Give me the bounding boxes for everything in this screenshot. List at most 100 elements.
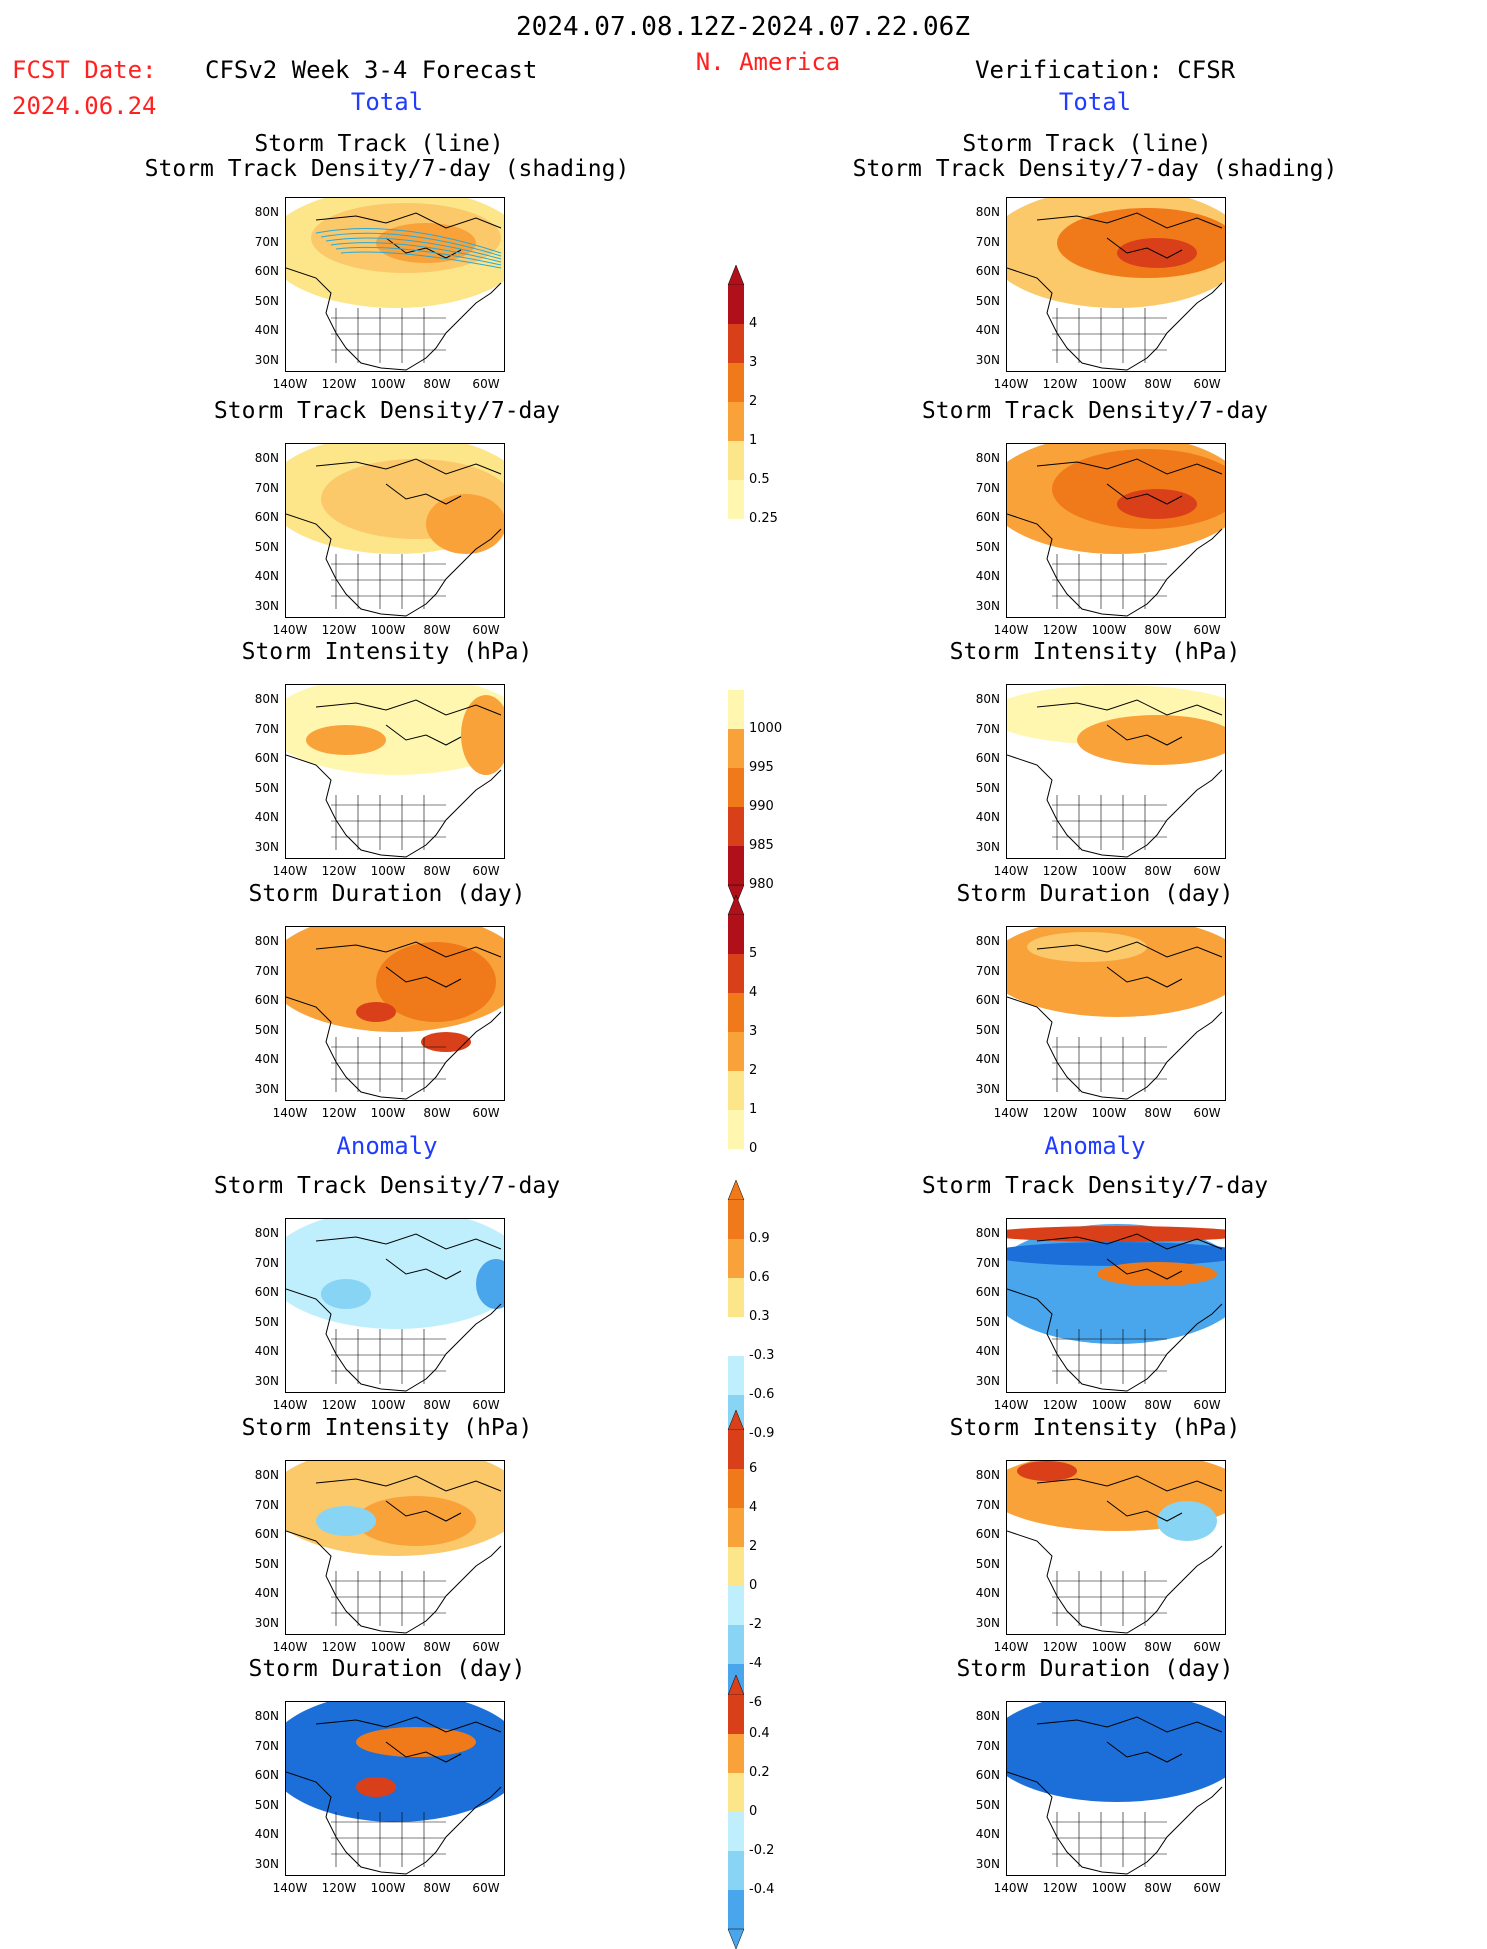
colorbar-segment	[728, 1317, 744, 1356]
lat-label: 70N	[975, 721, 1000, 736]
verification-title: Verification: CFSR	[975, 56, 1236, 84]
lon-label: 140W	[272, 1398, 308, 1412]
lon-label: 140W	[272, 377, 308, 391]
lat-label: 70N	[975, 480, 1000, 495]
lat-label: 40N	[254, 569, 279, 583]
colorbar-segment	[728, 729, 744, 768]
lat-label: 70N	[975, 234, 1000, 249]
lat-label: 30N	[975, 1373, 1000, 1388]
map-panel-r3	[1006, 926, 1226, 1101]
storm-track-line	[330, 242, 502, 263]
map-panel-l0	[285, 197, 505, 372]
lat-label: 50N	[975, 1797, 1000, 1812]
lon-label: 60W	[472, 1398, 500, 1412]
right-total-label: Total	[1058, 88, 1132, 116]
colorbar-label: 0.25	[749, 511, 778, 526]
colorbar-segment	[728, 1851, 744, 1890]
lat-label: 60N	[975, 1768, 1000, 1782]
lon-label: 120W	[321, 377, 357, 391]
map-panel-r4	[1006, 1218, 1226, 1393]
lat-label: 60N	[975, 751, 1000, 765]
lat-label: 80N	[975, 1468, 1000, 1482]
lon-label: 80W	[423, 864, 451, 878]
coastline	[286, 941, 502, 1100]
period-title: 2024.07.08.12Z-2024.07.22.06Z	[516, 12, 970, 42]
colorbar-segment	[728, 690, 744, 729]
colorbar-label: 4	[749, 985, 758, 1000]
lat-label: 50N	[254, 1556, 279, 1571]
lat-label: 30N	[254, 1373, 279, 1388]
colorbar-segment	[728, 1773, 744, 1812]
coastline	[1007, 699, 1223, 858]
shading-blob	[1007, 1242, 1225, 1266]
lat-label: 60N	[975, 993, 1000, 1007]
lat-label: 60N	[254, 1527, 279, 1541]
map-svg	[1007, 1224, 1225, 1392]
lat-label: 80N	[975, 692, 1000, 706]
title-l3: Storm Intensity (hPa)	[241, 639, 533, 665]
lon-label: 140W	[993, 1106, 1029, 1120]
map-panel-l3	[285, 926, 505, 1101]
colorbar-label: 4	[749, 316, 758, 331]
lon-label: 80W	[423, 1398, 451, 1412]
coastline	[1007, 458, 1223, 617]
storm-track-line	[335, 246, 502, 266]
colorbar-segment	[728, 441, 744, 480]
coastline	[1007, 1716, 1223, 1875]
colorbar-label: 1	[749, 1102, 758, 1117]
colorbar-label: 0	[749, 1804, 758, 1819]
title-r4: Storm Duration (day)	[956, 881, 1234, 907]
title-r3: Storm Intensity (hPa)	[949, 639, 1241, 665]
lon-label: 140W	[272, 864, 308, 878]
lat-label: 30N	[975, 598, 1000, 613]
shading-blob	[1007, 1702, 1225, 1802]
colorbar-label: 0	[749, 1141, 758, 1156]
coastline	[1007, 1475, 1223, 1634]
lon-label: 120W	[321, 623, 357, 637]
lat-label: 30N	[975, 839, 1000, 854]
lat-label: 60N	[254, 264, 279, 278]
lon-label: 60W	[472, 864, 500, 878]
lon-label: 100W	[370, 1640, 406, 1654]
lat-label: 60N	[254, 993, 279, 1007]
map-svg	[1007, 685, 1225, 858]
map-panel-l6	[285, 1701, 505, 1876]
lon-label: 60W	[472, 623, 500, 637]
lat-label: 70N	[254, 1738, 279, 1753]
map-svg	[1007, 927, 1225, 1100]
lat-label: 80N	[254, 692, 279, 706]
right-anomaly-label: Anomaly	[1044, 1132, 1146, 1160]
lon-label: 100W	[1091, 864, 1127, 878]
lon-label: 60W	[1193, 1881, 1221, 1895]
lon-label: 80W	[1144, 377, 1172, 391]
lat-label: 60N	[975, 510, 1000, 524]
map-svg	[286, 1702, 504, 1875]
lon-label: 100W	[1091, 1106, 1127, 1120]
lon-label: 60W	[1193, 623, 1221, 637]
colorbar-segment	[728, 1278, 744, 1317]
colorbar-label: 985	[749, 838, 774, 853]
map-svg	[286, 444, 504, 617]
colorbar-label: -2	[749, 1617, 762, 1632]
colorbar-segment	[728, 1547, 744, 1586]
colorbar-label: 1000	[749, 721, 783, 736]
colorbar-segment	[728, 1812, 744, 1851]
lat-label: 70N	[254, 721, 279, 736]
title-l4: Storm Duration (day)	[248, 881, 526, 907]
colorbar-label: 0.9	[749, 1231, 770, 1246]
lat-label: 50N	[254, 1314, 279, 1329]
lat-label: 30N	[975, 1615, 1000, 1630]
lat-label: 70N	[975, 963, 1000, 978]
colorbar-label: -0.2	[749, 1843, 775, 1858]
lat-label: 40N	[254, 810, 279, 824]
colorbar-label: 990	[749, 799, 774, 814]
lon-label: 100W	[370, 1881, 406, 1895]
lon-label: 60W	[1193, 1398, 1221, 1412]
lon-label: 100W	[1091, 1640, 1127, 1654]
shading-blob	[356, 1496, 476, 1546]
colorbar-label: 2	[749, 1063, 758, 1078]
lon-label: 120W	[1042, 864, 1078, 878]
lon-label: 60W	[1193, 1640, 1221, 1654]
shading-blob	[476, 1259, 504, 1309]
colorbar-arrow	[727, 1180, 745, 1201]
